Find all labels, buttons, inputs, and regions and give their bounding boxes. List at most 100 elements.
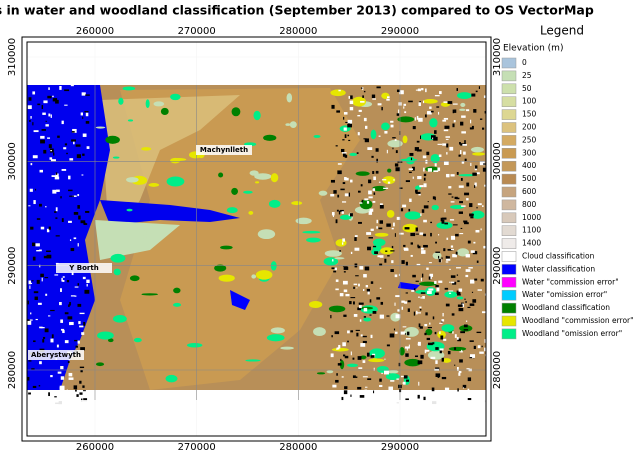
noise-speck: [427, 290, 432, 294]
noise-speck: [40, 139, 45, 144]
noise-speck: [29, 285, 31, 289]
noise-speck: [429, 322, 431, 325]
wood-patch: [97, 331, 114, 340]
noise-speck: [373, 192, 376, 195]
legend-swatch: [501, 160, 517, 172]
noise-speck: [456, 88, 458, 91]
noise-speck: [476, 331, 482, 334]
noise-speck: [460, 227, 463, 229]
wood-patch: [173, 302, 182, 307]
legend-label: 300: [522, 148, 537, 157]
noise-speck: [427, 342, 433, 346]
noise-speck: [410, 157, 413, 161]
noise-speck: [429, 106, 432, 109]
wood-patch: [118, 97, 124, 105]
wood-patch: [248, 211, 254, 215]
wood-patch: [459, 108, 466, 111]
wood-patch: [334, 257, 345, 260]
noise-speck: [414, 147, 419, 151]
noise-speck: [51, 334, 54, 339]
noise-speck: [358, 283, 360, 287]
noise-speck: [438, 280, 443, 283]
noise-speck: [374, 251, 379, 255]
noise-speck: [336, 209, 339, 212]
noise-speck: [426, 151, 430, 156]
noise-speck: [418, 323, 421, 328]
noise-speck: [81, 332, 85, 335]
noise-speck: [439, 350, 442, 354]
noise-speck: [39, 361, 42, 365]
noise-speck: [34, 296, 38, 300]
noise-speck: [435, 347, 439, 350]
noise-speck: [357, 114, 361, 117]
noise-speck: [29, 319, 33, 321]
noise-speck: [460, 121, 464, 126]
noise-speck: [428, 262, 432, 264]
noise-speck: [330, 179, 335, 183]
legend-label: 1000: [522, 213, 541, 222]
noise-speck: [81, 174, 84, 176]
wood-patch: [95, 362, 105, 367]
noise-speck: [27, 319, 30, 321]
noise-speck: [341, 242, 344, 245]
noise-speck: [417, 245, 421, 249]
noise-speck: [74, 295, 77, 297]
wood-patch: [450, 205, 464, 210]
place-label: Machynlleth: [200, 146, 248, 154]
wood-patch: [387, 168, 392, 173]
noise-speck: [40, 273, 44, 277]
noise-speck: [467, 306, 471, 309]
noise-speck: [372, 245, 377, 248]
noise-speck: [451, 196, 454, 198]
noise-speck: [69, 195, 74, 197]
noise-speck: [394, 233, 396, 237]
noise-speck: [430, 110, 434, 113]
legend-subtitle: Elevation (m): [503, 44, 563, 54]
noise-speck: [375, 148, 379, 152]
noise-speck: [450, 275, 456, 278]
legend-swatch: [501, 173, 517, 185]
noise-speck: [337, 363, 342, 366]
noise-speck: [349, 301, 352, 305]
noise-speck: [357, 307, 362, 311]
noise-speck: [60, 365, 64, 370]
noise-speck: [355, 393, 359, 395]
noise-speck: [76, 394, 79, 397]
noise-speck: [385, 250, 388, 252]
noise-speck: [55, 235, 60, 237]
noise-speck: [370, 334, 373, 339]
wood-patch: [316, 372, 326, 375]
noise-speck: [78, 215, 81, 220]
noise-speck: [446, 256, 450, 259]
grid: [27, 42, 486, 436]
noise-speck: [354, 247, 360, 251]
noise-speck: [335, 288, 339, 291]
noise-speck: [418, 117, 423, 122]
wood-patch: [141, 293, 158, 296]
wood-patch: [470, 210, 485, 219]
noise-speck: [387, 255, 390, 257]
wood-patch: [457, 92, 472, 99]
x-tick-label: 290000: [381, 26, 419, 37]
noise-speck: [406, 331, 410, 336]
noise-speck: [73, 237, 77, 240]
legend-label: 800: [522, 200, 537, 209]
noise-speck: [83, 322, 86, 326]
noise-speck: [390, 120, 394, 123]
noise-speck: [422, 155, 427, 159]
noise-speck: [473, 241, 476, 244]
noise-speck: [347, 119, 353, 124]
noise-speck: [57, 371, 62, 374]
lake: [398, 282, 420, 290]
noise-speck: [344, 399, 346, 401]
place-box: [196, 145, 252, 155]
noise-speck: [484, 293, 486, 296]
noise-speck: [458, 370, 462, 374]
wood-patch: [419, 281, 437, 287]
noise-speck: [379, 314, 384, 319]
noise-speck: [360, 343, 366, 347]
noise-speck: [482, 167, 486, 172]
noise-speck: [424, 349, 430, 352]
noise-speck: [434, 130, 437, 134]
